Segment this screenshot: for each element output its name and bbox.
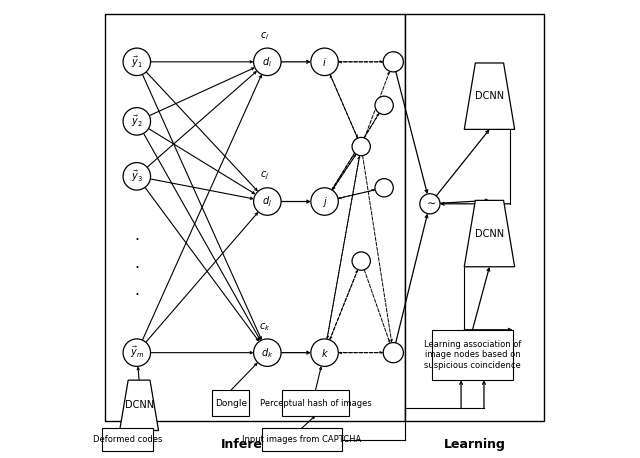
Circle shape	[311, 188, 339, 215]
Text: $c_i$: $c_i$	[260, 30, 269, 42]
Text: $c_j$: $c_j$	[260, 169, 269, 182]
Circle shape	[123, 339, 150, 366]
Text: $\vec{y}_3$: $\vec{y}_3$	[131, 169, 143, 184]
Circle shape	[311, 48, 339, 76]
FancyBboxPatch shape	[105, 14, 404, 421]
Circle shape	[352, 137, 371, 156]
Text: DCNN: DCNN	[475, 229, 504, 239]
Text: $\vec{y}_1$: $\vec{y}_1$	[131, 54, 143, 70]
Circle shape	[311, 339, 339, 366]
Text: $d_k$: $d_k$	[261, 346, 273, 360]
Text: DCNN: DCNN	[475, 91, 504, 101]
FancyBboxPatch shape	[262, 428, 342, 451]
Text: Inference: Inference	[221, 438, 288, 451]
Text: .: .	[134, 284, 140, 298]
Circle shape	[253, 188, 281, 215]
Circle shape	[253, 48, 281, 76]
Text: $\sim$: $\sim$	[424, 198, 436, 208]
Text: $d_j$: $d_j$	[262, 194, 273, 209]
Polygon shape	[464, 201, 515, 267]
Circle shape	[123, 163, 150, 190]
Text: .: .	[134, 256, 140, 271]
FancyBboxPatch shape	[282, 390, 349, 416]
Text: Dongle: Dongle	[214, 398, 247, 408]
FancyBboxPatch shape	[212, 390, 249, 416]
Circle shape	[420, 194, 440, 214]
Text: $j$: $j$	[322, 195, 328, 208]
FancyBboxPatch shape	[433, 330, 513, 380]
FancyBboxPatch shape	[404, 14, 545, 421]
Text: $\vec{y}_m$: $\vec{y}_m$	[130, 345, 144, 360]
Circle shape	[123, 108, 150, 135]
Text: $k$: $k$	[321, 347, 328, 359]
Text: $\vec{y}_2$: $\vec{y}_2$	[131, 114, 143, 129]
Circle shape	[123, 48, 150, 76]
Text: Input images from CAPTCHA: Input images from CAPTCHA	[242, 435, 362, 444]
Circle shape	[383, 343, 403, 363]
FancyBboxPatch shape	[102, 428, 153, 451]
Text: DCNN: DCNN	[125, 400, 154, 410]
Polygon shape	[120, 380, 159, 431]
Circle shape	[375, 179, 393, 197]
Text: Deformed codes: Deformed codes	[93, 435, 163, 444]
Circle shape	[375, 96, 393, 114]
Circle shape	[383, 52, 403, 72]
Text: Learning association of
image nodes based on
suspicious coincidence: Learning association of image nodes base…	[424, 340, 521, 370]
Text: Perceptual hash of images: Perceptual hash of images	[260, 398, 371, 408]
Text: $c_k$: $c_k$	[259, 321, 271, 333]
Polygon shape	[464, 63, 515, 129]
Circle shape	[253, 339, 281, 366]
Text: $d_i$: $d_i$	[262, 55, 273, 69]
Circle shape	[352, 252, 371, 270]
Text: $i$: $i$	[323, 56, 327, 68]
Text: Learning: Learning	[444, 438, 506, 451]
Text: .: .	[134, 229, 140, 243]
